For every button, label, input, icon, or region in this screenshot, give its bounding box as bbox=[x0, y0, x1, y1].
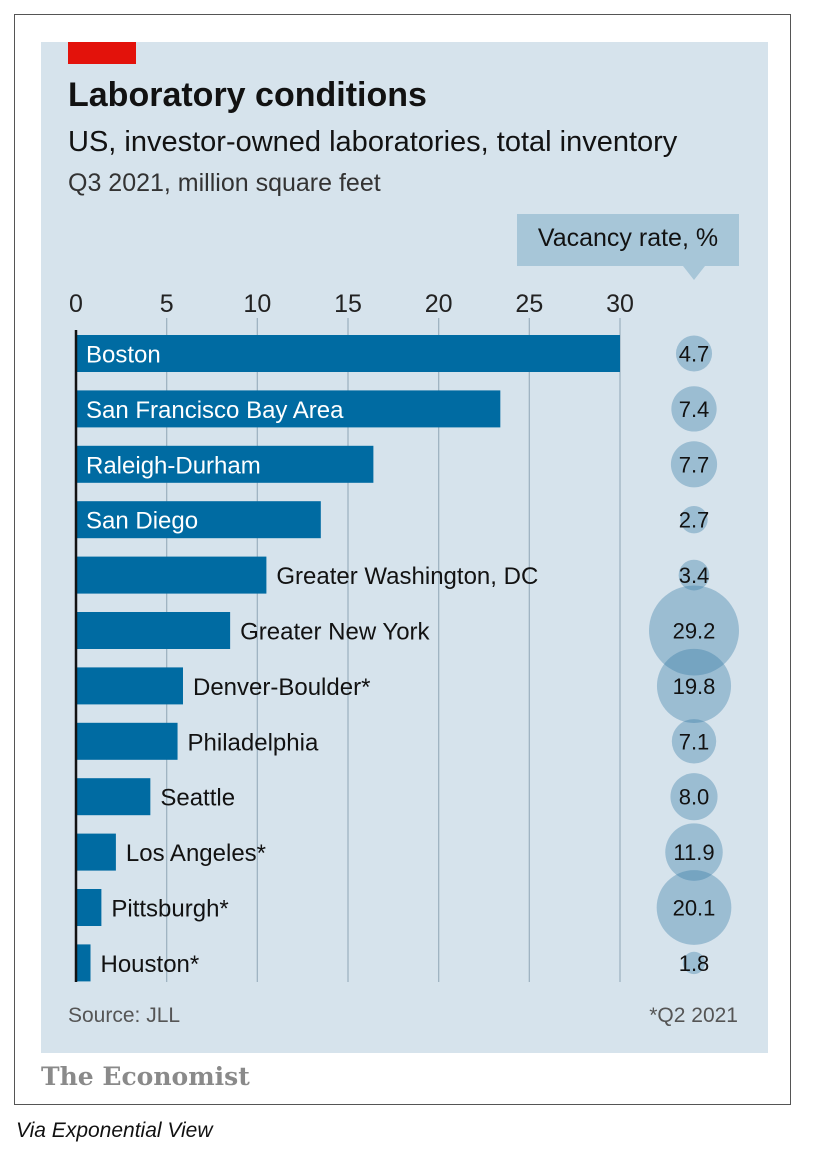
chart-subtitle: US, investor-owned laboratories, total i… bbox=[68, 126, 678, 158]
bar bbox=[76, 335, 620, 372]
vacancy-bubble bbox=[649, 585, 739, 676]
red-tag-logo bbox=[68, 42, 136, 64]
x-tick-label: 15 bbox=[334, 290, 362, 318]
x-tick-label: 5 bbox=[160, 290, 174, 318]
bar bbox=[76, 889, 102, 926]
vacancy-value: 7.7 bbox=[679, 452, 710, 477]
vacancy-value: 4.7 bbox=[679, 342, 710, 367]
bar-label: Seattle bbox=[160, 785, 235, 812]
vacancy-header-label: Vacancy rate, % bbox=[537, 224, 719, 252]
vacancy-value: 2.7 bbox=[679, 508, 710, 533]
bar-label: Philadelphia bbox=[188, 729, 319, 756]
bar bbox=[76, 667, 183, 705]
vacancy-bubble bbox=[670, 773, 718, 821]
vacancy-bubble bbox=[671, 386, 717, 432]
bar bbox=[76, 556, 267, 594]
bar-label: Denver-Boulder* bbox=[193, 674, 370, 701]
bar bbox=[76, 501, 321, 539]
x-tick-label: 25 bbox=[515, 290, 543, 318]
x-tick-label: 0 bbox=[69, 290, 83, 318]
vacancy-bubble bbox=[670, 441, 718, 488]
bar-label: Houston* bbox=[101, 951, 200, 978]
vacancy-value: 11.9 bbox=[673, 840, 714, 865]
vacancy-bubble bbox=[671, 719, 717, 764]
x-tick-label: 20 bbox=[425, 290, 453, 318]
bar-label: San Diego bbox=[86, 508, 198, 535]
vacancy-bubble bbox=[665, 823, 723, 881]
vacancy-value: 7.1 bbox=[679, 729, 710, 754]
bar bbox=[76, 778, 151, 816]
bar-label: Greater Washington, DC bbox=[276, 563, 538, 590]
vacancy-bubble bbox=[675, 335, 713, 372]
vacancy-value: 3.4 bbox=[679, 563, 710, 588]
chart-title: Laboratory conditions bbox=[68, 76, 427, 114]
bar-label: Los Angeles* bbox=[126, 840, 266, 867]
bar-label: Pittsburgh* bbox=[111, 896, 228, 923]
x-tick-label: 10 bbox=[243, 290, 271, 318]
bar-label: Raleigh-Durham bbox=[86, 452, 261, 479]
bar-label: Greater New York bbox=[240, 619, 430, 646]
source-note: Source: JLL bbox=[68, 1004, 181, 1027]
bar-label: San Francisco Bay Area bbox=[86, 397, 344, 424]
vacancy-bubble bbox=[656, 870, 732, 945]
vacancy-bubble bbox=[682, 951, 706, 975]
x-tick-label: 30 bbox=[606, 290, 634, 318]
vacancy-header-pointer bbox=[683, 266, 705, 280]
bar bbox=[76, 833, 116, 871]
vacancy-value: 20.1 bbox=[673, 896, 716, 921]
vacancy-header-box bbox=[517, 214, 739, 266]
vacancy-value: 7.4 bbox=[679, 397, 710, 422]
bar bbox=[76, 944, 91, 982]
vacancy-bubble bbox=[680, 506, 708, 534]
footnote: *Q2 2021 bbox=[649, 1004, 738, 1027]
vacancy-bubble bbox=[678, 559, 710, 591]
vacancy-value: 8.0 bbox=[679, 785, 710, 810]
bar bbox=[76, 612, 231, 649]
vacancy-value: 1.8 bbox=[679, 951, 710, 976]
bar bbox=[76, 722, 178, 760]
chart-panel bbox=[41, 42, 768, 1053]
bar-label: Boston bbox=[86, 342, 161, 369]
image-credit: Via Exponential View bbox=[16, 1119, 213, 1142]
publisher-logo: The Economist bbox=[41, 1062, 250, 1091]
chart-units: Q3 2021, million square feet bbox=[68, 169, 381, 197]
vacancy-bubble bbox=[656, 648, 732, 723]
vacancy-value: 29.2 bbox=[673, 619, 716, 644]
bar bbox=[76, 390, 501, 428]
bar bbox=[76, 445, 374, 483]
vacancy-value: 19.8 bbox=[673, 674, 716, 699]
